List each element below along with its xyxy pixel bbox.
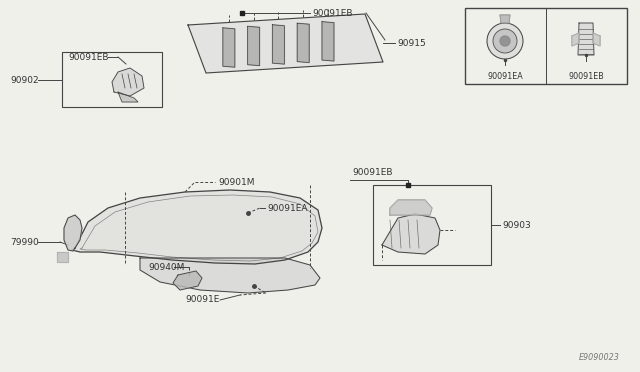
Circle shape — [487, 23, 523, 59]
Bar — [465, 8, 627, 84]
Text: 90091EB: 90091EB — [68, 52, 109, 61]
Polygon shape — [593, 33, 600, 46]
Text: 90091EA: 90091EA — [267, 203, 307, 212]
Polygon shape — [273, 25, 284, 64]
Polygon shape — [140, 258, 320, 293]
Text: E9090023: E9090023 — [579, 353, 620, 362]
Polygon shape — [57, 252, 68, 262]
Text: 90915: 90915 — [397, 38, 426, 48]
Text: 90901M: 90901M — [218, 177, 255, 186]
Text: 90091EB: 90091EB — [568, 71, 604, 80]
Text: 90902: 90902 — [10, 76, 38, 84]
Polygon shape — [382, 214, 440, 254]
Polygon shape — [248, 26, 260, 66]
Polygon shape — [72, 190, 322, 264]
Circle shape — [493, 29, 517, 53]
Polygon shape — [390, 200, 432, 215]
Polygon shape — [500, 15, 510, 23]
Text: 90091EB: 90091EB — [312, 9, 353, 17]
Polygon shape — [572, 33, 579, 46]
Polygon shape — [297, 23, 309, 62]
Text: 90091EA: 90091EA — [487, 71, 523, 80]
Polygon shape — [112, 68, 144, 96]
Text: 90091EB: 90091EB — [352, 168, 392, 177]
Polygon shape — [173, 271, 202, 290]
Circle shape — [500, 36, 510, 46]
Text: 90940M: 90940M — [148, 263, 184, 272]
Text: 90903: 90903 — [502, 221, 531, 230]
Polygon shape — [578, 23, 594, 55]
Polygon shape — [64, 215, 82, 251]
Bar — [373, 185, 491, 265]
Polygon shape — [322, 22, 334, 61]
Polygon shape — [223, 28, 235, 67]
Text: 79990: 79990 — [10, 237, 39, 247]
Text: 90091E: 90091E — [185, 295, 220, 305]
Polygon shape — [118, 92, 138, 102]
Bar — [62, 52, 162, 107]
Polygon shape — [188, 14, 383, 73]
